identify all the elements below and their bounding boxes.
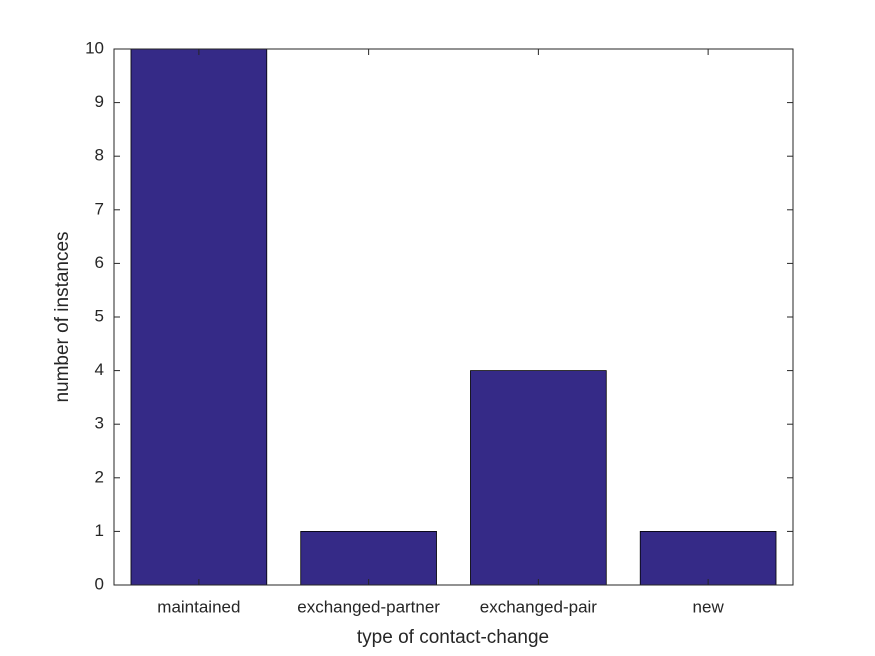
y-tick-label: 7	[95, 199, 104, 218]
y-tick-label: 3	[95, 414, 104, 433]
y-tick-label: 0	[95, 574, 104, 593]
y-tick-label: 9	[95, 92, 104, 111]
x-tick-label: exchanged-partner	[297, 597, 440, 616]
plot-frame	[113, 48, 794, 586]
y-axis-label: number of instances	[52, 231, 73, 402]
y-tick-label: 10	[85, 38, 104, 57]
x-tick-label: maintained	[157, 597, 240, 616]
y-tick-label: 5	[95, 306, 104, 325]
y-tick-label: 4	[95, 360, 104, 379]
bar	[300, 531, 437, 586]
y-tick-label: 1	[95, 521, 104, 540]
x-tick-label: exchanged-pair	[480, 597, 598, 616]
y-tick-label: 2	[95, 467, 104, 486]
bar	[470, 370, 607, 586]
bar	[130, 48, 268, 586]
x-tick-label: new	[693, 597, 725, 616]
x-axis-label: type of contact-change	[357, 627, 549, 648]
bar	[639, 531, 777, 586]
y-tick-label: 8	[95, 146, 104, 165]
y-tick-label: 6	[95, 253, 104, 272]
